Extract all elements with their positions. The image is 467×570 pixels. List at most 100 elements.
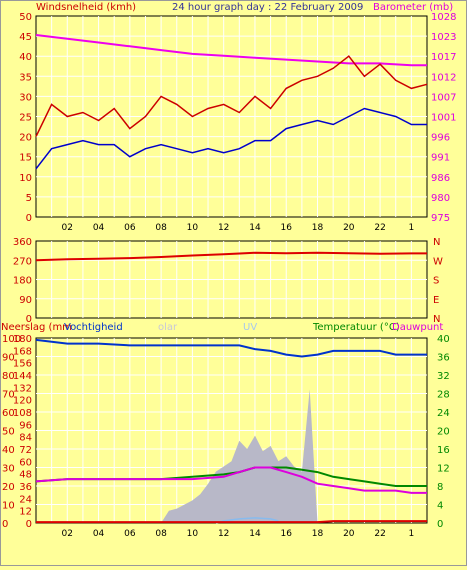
x-tick-label: 10	[187, 223, 199, 233]
compass-tick-label: W	[433, 256, 443, 267]
wind-tick-label: 40	[19, 52, 32, 63]
solar-axis-label: olar	[158, 322, 178, 333]
humidity-tick-label: 156	[13, 359, 32, 370]
x-tick-label: 02	[62, 223, 73, 233]
wind-tick-label: 0	[26, 213, 32, 224]
x-tick-label: 08	[155, 529, 167, 539]
x-tick-label: 04	[93, 223, 105, 233]
wind-gust-line	[35, 107, 427, 170]
barometer-tick-label: 1001	[431, 113, 456, 124]
wind-tick-label: 15	[19, 153, 32, 164]
rain-tick-label: 40	[2, 445, 15, 456]
wind-tick-label: 5	[26, 193, 32, 204]
rain-tick-label: 100	[2, 334, 21, 345]
rain-tick-label: 30	[2, 464, 15, 475]
wind-tick-label: 25	[19, 113, 32, 124]
rain-line	[36, 520, 427, 524]
rain-tick-label: 0	[2, 519, 8, 530]
humidity-line	[35, 338, 427, 358]
wind-axis-label: Windsnelheid (kmh)	[36, 2, 136, 13]
rain-axis-label: Neerslag (mm	[1, 322, 72, 333]
x-tick-label: 10	[187, 529, 199, 539]
temperature-tick-label: 16	[437, 445, 450, 456]
barometer-tick-label: 980	[431, 193, 450, 204]
wind-tick-label: 45	[19, 32, 32, 43]
temperature-tick-label: 20	[437, 427, 450, 438]
barometer-tick-label: 975	[431, 213, 450, 224]
rain-tick-label: 50	[2, 427, 15, 438]
humidity-tick-label: 72	[19, 445, 32, 456]
humidity-tick-label: 36	[19, 482, 32, 493]
solar-area	[161, 389, 318, 523]
humidity-tick-label: 12	[19, 507, 32, 518]
x-tick-label: 16	[281, 223, 293, 233]
barometer-tick-label: 1023	[431, 32, 456, 43]
barometer-tick-label: 1028	[431, 12, 456, 23]
barometer-tick-label: 996	[431, 133, 450, 144]
barometer-tick-label: 1007	[431, 92, 456, 103]
rain-tick-label: 20	[2, 482, 15, 493]
barometer-tick-label: 1017	[431, 52, 456, 63]
compass-tick-label: S	[433, 276, 439, 287]
uv-axis-label: UV	[243, 322, 257, 333]
humidity-tick-label: 180	[13, 334, 32, 345]
rain-tick-label: 10	[2, 501, 15, 512]
compass-tick-label: N	[433, 314, 440, 325]
humidity-tick-label: 168	[13, 346, 32, 357]
x-tick-label: 04	[93, 529, 105, 539]
barometer-tick-label: 986	[431, 173, 450, 184]
x-tick-label: 16	[281, 529, 293, 539]
x-tick-label: 20	[343, 529, 355, 539]
direction-tick-label: 0	[26, 314, 32, 325]
wind-tick-label: 30	[19, 92, 32, 103]
wind-speed-line	[35, 55, 428, 137]
direction-tick-label: 180	[13, 276, 32, 287]
rain-tick-label: 80	[2, 371, 15, 382]
temperature-tick-label: 40	[437, 334, 450, 345]
x-tick-label: 12	[218, 223, 229, 233]
wind-direction-line	[35, 251, 427, 262]
temperature-tick-label: 12	[437, 464, 450, 475]
barometer-tick-label: 1012	[431, 72, 456, 83]
temperature-tick-label: 24	[437, 408, 450, 419]
temperature-tick-label: 4	[437, 501, 443, 512]
wind-tick-label: 50	[19, 12, 32, 23]
humidity-tick-label: 120	[13, 396, 32, 407]
x-tick-label: 22	[374, 223, 385, 233]
x-tick-label: 20	[343, 223, 355, 233]
x-tick-label: 14	[249, 223, 261, 233]
x-tick-label: 18	[312, 529, 324, 539]
x-tick-label: 22	[374, 529, 385, 539]
x-tick-label: 14	[249, 529, 261, 539]
x-tick-label: 06	[124, 529, 136, 539]
x-tick-label: 1	[408, 223, 414, 233]
humidity-tick-label: 0	[26, 519, 32, 530]
x-tick-label: 12	[218, 529, 229, 539]
temperature-tick-label: 8	[437, 482, 443, 493]
compass-tick-label: E	[433, 295, 439, 306]
barometer-line	[35, 34, 427, 67]
wind-tick-label: 10	[19, 173, 32, 184]
direction-tick-label: 270	[13, 256, 32, 267]
wind-tick-label: 20	[19, 133, 32, 144]
humidity-tick-label: 60	[19, 457, 32, 468]
x-tick-label: 06	[124, 223, 136, 233]
x-tick-label: 1	[408, 529, 414, 539]
compass-tick-label: N	[433, 237, 440, 248]
temperature-tick-label: 0	[437, 519, 443, 530]
rain-tick-label: 60	[2, 408, 15, 419]
dewpoint-axis-label: Dauwpunt	[392, 322, 443, 333]
temperature-tick-label: 36	[437, 353, 450, 364]
humidity-tick-label: 108	[13, 408, 32, 419]
x-tick-label: 02	[62, 529, 73, 539]
temperature-tick-label: 28	[437, 390, 450, 401]
barometer-tick-label: 991	[431, 153, 450, 164]
wind-tick-label: 35	[19, 72, 32, 83]
rain-tick-label: 90	[2, 353, 15, 364]
humidity-tick-label: 144	[13, 371, 32, 382]
humidity-tick-label: 132	[13, 383, 32, 394]
temperature-line	[35, 466, 427, 494]
humidity-tick-label: 84	[19, 433, 32, 444]
direction-tick-label: 90	[19, 295, 32, 306]
